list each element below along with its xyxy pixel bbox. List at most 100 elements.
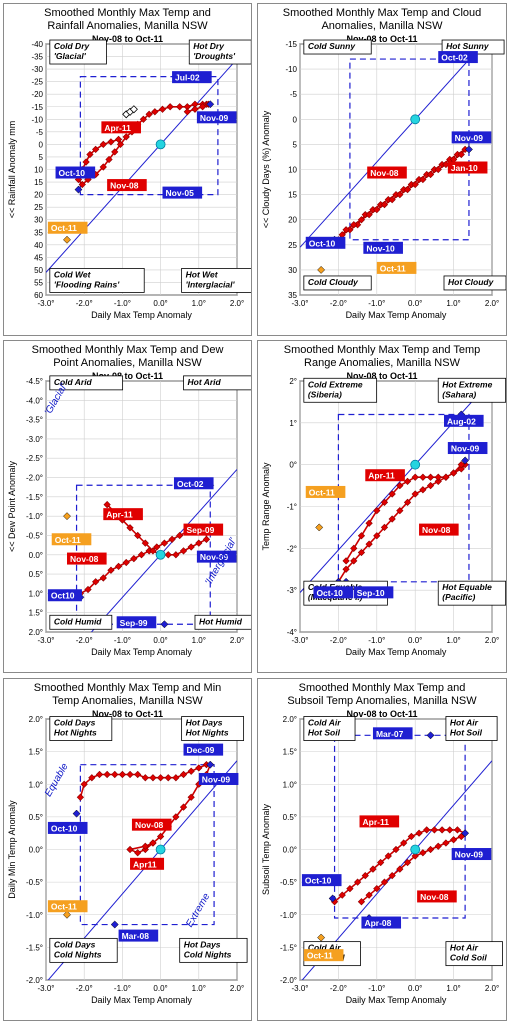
callout-oct-11: Oct-11 [303, 949, 344, 962]
y-tick-label: 0.5° [283, 813, 297, 822]
y-tick-label: 1.0° [29, 780, 43, 789]
data-point [176, 103, 184, 111]
data-point [373, 507, 381, 515]
range-box [337, 413, 470, 583]
callout-box [196, 111, 237, 124]
data-point [107, 566, 115, 574]
origin-marker [410, 114, 421, 125]
callout-oct-10: Oct-10 [305, 236, 346, 249]
data-point [88, 774, 96, 782]
chart-panel-rainfall: Smoothed Monthly Max Temp and Rainfall An… [3, 3, 252, 336]
data-point [380, 498, 389, 506]
data-point [160, 539, 169, 547]
data-point [430, 826, 439, 834]
callout-text: Apr-11 [104, 123, 131, 133]
corner-label-box [303, 716, 356, 741]
data-point [457, 461, 465, 469]
data-point [141, 539, 149, 547]
data-point [145, 110, 153, 118]
callout-box [376, 261, 417, 274]
corner-label-text: Hot Nights [186, 728, 229, 738]
callout-sep-99: Sep-99 [116, 616, 157, 629]
chart-title-line: Point Anomalies, Manilla NSW [53, 357, 202, 369]
x-tick-label: 1.0° [446, 299, 460, 308]
highlight-point-oct-11 [63, 910, 71, 919]
chart-subtitle: Nov-08 to Oct-11 [346, 371, 417, 381]
callout-dec-09: Dec-09 [183, 743, 224, 756]
y-tick-label: 30 [34, 216, 43, 225]
x-tick-label: 0.0° [153, 636, 167, 645]
callout-box [47, 900, 88, 913]
data-point [365, 519, 373, 527]
y-tick-label: 5 [293, 140, 298, 149]
chart-title-line: Subsoil Temp Anomalies, Manilla NSW [287, 695, 477, 707]
data-point [396, 507, 404, 515]
data-point [426, 481, 435, 490]
corner-label-text: Hot Soil [450, 728, 483, 738]
corner-label-box [188, 39, 251, 65]
data-point [357, 898, 366, 906]
callout-text: Jan-10 [451, 163, 478, 173]
callout-oct-11: Oct-11 [47, 900, 88, 913]
data-point [198, 103, 207, 111]
data-point [373, 206, 381, 214]
corner-label-hot-wet: Hot Wet'Interglacial' [181, 268, 251, 293]
callout-text: Aug-02 [447, 416, 476, 426]
data-point [118, 770, 127, 779]
callout-text: Dec-09 [187, 745, 215, 755]
data-point [380, 201, 389, 209]
callout-text: Mar-08 [122, 931, 150, 941]
callout-text: Nov-08 [370, 168, 399, 178]
data-point [156, 832, 165, 841]
highlight-point-mar-07 [426, 731, 435, 740]
callout-aug-02: Aug-02 [444, 414, 484, 427]
corner-label-box [303, 275, 372, 291]
callout-box [417, 890, 457, 903]
corner-label-text: Cold Nights [54, 949, 102, 959]
callout-text: Sep-09 [187, 525, 215, 535]
data-point [164, 774, 172, 782]
corner-label-text: Cold Sunny [308, 41, 356, 51]
y-tick-label: -1.0° [26, 911, 43, 920]
data-point [457, 150, 465, 159]
callout-text: Oct-02 [177, 479, 204, 489]
y-tick-label: -25 [31, 78, 43, 87]
data-point [342, 565, 350, 573]
callout-text: Oct-10 [59, 168, 86, 178]
callout-box [361, 916, 402, 929]
callout-apr-11: Apr-11 [103, 508, 143, 521]
x-axis-label: Daily Max Temp Anomaly [91, 647, 192, 657]
callout-text: Oct-10 [51, 823, 78, 833]
y-tick-label: 0 [293, 115, 298, 124]
data-point [403, 477, 412, 486]
x-tick-label: 2.0° [485, 636, 499, 645]
data-point [134, 849, 142, 857]
y-tick-label: 45 [34, 253, 43, 262]
y-tick-label: -10 [285, 65, 297, 74]
y-tick-label: -2° [287, 544, 297, 553]
callout-text: Nov-08 [135, 820, 164, 830]
y-axis-label: << Cloudy Days (%) Anomaly [261, 110, 271, 228]
callout-box [444, 414, 484, 427]
corner-label-cold-extreme: Cold Extreme(Siberia) [303, 377, 378, 403]
corner-label-box [303, 377, 378, 403]
callout-box [55, 166, 96, 179]
data-point [365, 211, 373, 219]
callout-text: Oct-10 [316, 588, 343, 598]
highlight-point-oct-11 [315, 523, 324, 532]
callout-text: Oct-11 [55, 535, 81, 545]
data-point [122, 558, 130, 567]
callout-box [438, 51, 478, 64]
data-point [415, 829, 423, 837]
callout-oct-11: Oct-11 [47, 221, 88, 234]
chart-panel-subsoil: Smoothed Monthly Max Temp and Subsoil Tem… [257, 678, 507, 1021]
callout-box [51, 533, 92, 546]
corner-label-cold-humid: Cold Humid [49, 614, 113, 630]
data-point [139, 115, 148, 123]
y-tick-label: -2.0° [26, 474, 43, 483]
corner-label-text: 'Flooding Rains' [54, 279, 120, 289]
callout-text: Nov-09 [200, 552, 229, 562]
data-point [111, 770, 119, 779]
